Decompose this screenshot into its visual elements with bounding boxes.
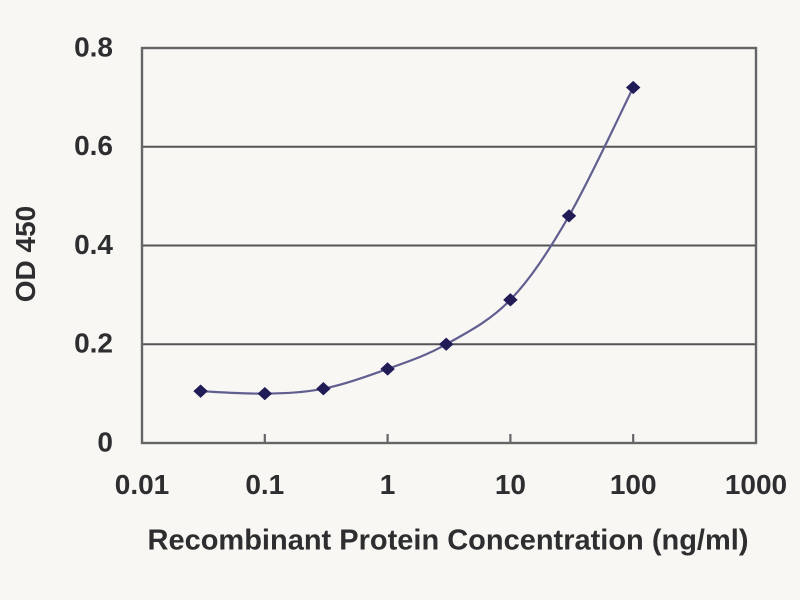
y-tick-label: 0.8 bbox=[74, 31, 113, 62]
data-point-marker bbox=[561, 209, 577, 223]
data-point-marker bbox=[380, 362, 395, 376]
data-point-marker bbox=[503, 293, 518, 307]
data-point-marker bbox=[193, 384, 208, 398]
y-tick-label: 0.6 bbox=[74, 130, 113, 161]
plot-border bbox=[140, 46, 758, 445]
x-tick-label: 1000 bbox=[725, 469, 787, 500]
series-line bbox=[200, 87, 635, 395]
y-tick-label: 0.4 bbox=[74, 229, 113, 260]
y-tick-label: 0.2 bbox=[74, 328, 113, 359]
x-tick-label: 1 bbox=[380, 469, 396, 500]
data-point-marker bbox=[257, 386, 273, 401]
data-point-marker bbox=[316, 382, 331, 396]
x-tick-label: 10 bbox=[495, 469, 526, 500]
x-axis-title: Recombinant Protein Concentration (ng/ml… bbox=[147, 524, 749, 557]
data-point-marker bbox=[625, 80, 641, 95]
y-axis-title: OD 450 bbox=[10, 205, 41, 303]
x-tick-label: 0.01 bbox=[115, 469, 170, 500]
x-tick-label: 0.1 bbox=[245, 469, 284, 500]
x-tick-label: 100 bbox=[610, 469, 657, 500]
data-point-marker bbox=[438, 337, 454, 351]
y-tick-label: 0 bbox=[97, 426, 113, 457]
